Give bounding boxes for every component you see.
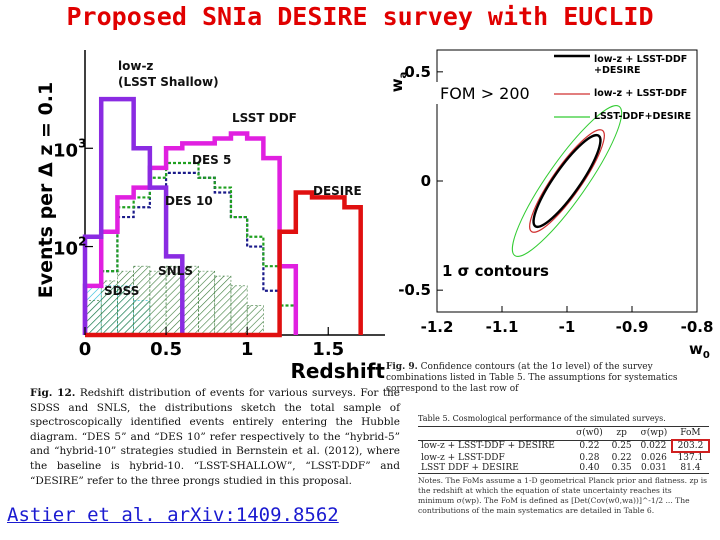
series-annotation: low-z [118,59,153,73]
x-tick-label: -0.8 [681,318,714,336]
bar-snls [230,285,248,336]
y-axis-label: wa [388,72,409,93]
x-tick-label: 0 [79,339,92,360]
table-row: low-z + LSST-DDF + DESIRE 0.22 0.25 0.022 20… [418,439,711,453]
bar-snls [84,300,102,336]
legend-entry: low-z + LSST-DDF [594,54,687,65]
slide-title: Proposed SNIa DESIRE survey with EUCLID [66,2,654,31]
x-tick-label: -0.9 [616,318,649,336]
contour-low-z-lsst-ddf-desire [532,133,602,229]
table-cell: 137.1 [677,453,704,463]
table-header-cell: FoM [671,426,709,441]
series-annotation: LSST DDF [232,111,297,125]
series-annotation: SNLS [158,264,193,278]
y-tick-label: -0.5 [398,281,431,299]
table-notes: Notes. The FoMs assume a 1-D geometrical… [418,476,708,515]
table-cell: 0.25 [611,441,632,452]
fom-label-bg [434,82,546,104]
caption-label: Fig. 12. [30,387,76,399]
figure-12-caption: Fig. 12. Redshift distribution of events… [30,386,400,488]
fig9-label: Fig. 9. [386,362,418,372]
table-cell: LSST DDF + DESIRE [418,463,572,474]
table-cell: 0.031 [635,463,672,474]
x-tick-label: 0.5 [150,339,182,360]
legend-entry: low-z + LSST-DDF [594,88,687,99]
legend-entry: +DESIRE [594,65,641,76]
legend-entry: LSST-DDF+DESIRE [594,111,691,122]
bar-snls [246,305,264,336]
x-tick-label: 1 [241,339,254,360]
table-header-row: σ(w0) zp σ(wp) FoM [418,426,709,441]
contour-annotation: 1 σ contours [442,262,549,280]
contour-lsst-ddf-desire [511,105,623,257]
table-row: low-z + LSST-DDF 0.28 0.22 0.026 137.1 [418,452,709,464]
series-desire [85,190,363,338]
table-cell: 0.28 [579,452,600,463]
series-low-z-lsst-shallow [82,96,185,335]
y-tick-label: 0 [421,172,431,190]
figure-9-caption: Fig. 9. Confidence contours (at the 1σ l… [386,362,711,395]
y-axis-label: Events per Δ z = 0.1 [35,82,57,298]
bar-snls [100,280,118,336]
series-des-5 [83,161,297,335]
bar-snls [214,275,232,336]
series-lsst-ddf [82,131,299,335]
table-cell: low-z + LSST-DDF + DESIRE [421,441,555,452]
fom-table: σ(w0) zp σ(wp) FoM low-z + LSST-DDF + DESIRE… [418,426,711,474]
x-tick-label: -1 [559,318,576,336]
table-cell: 0.40 [571,463,608,474]
series-annotation: DES 5 [192,153,231,167]
table-cell: 81.4 [671,463,709,474]
redshift-histogram-chart: 0 0.5 1 1.5 102 103 Redshift Events per Δ z = 0… [35,50,385,383]
x-axis-label: Redshift [290,359,385,383]
fig9-text: Confidence contours (at the 1σ level) of… [386,362,678,394]
table-header-cell: zp [607,426,636,441]
y-tick-label: 0.5 [404,63,431,81]
bar-snls [133,265,151,336]
series-annotation: DESIRE [313,184,362,198]
table-cell: 0.022 [640,441,667,452]
table-cell: 0.22 [611,452,632,463]
table-header-cell: σ(wp) [635,426,672,441]
reference-citation[interactable]: Astier et al. arXiv:1409.8562 [7,504,339,526]
bar-snls [117,270,134,336]
step-lsst-ddf [82,131,299,335]
contour-low-z-lsst-ddf [529,129,605,233]
table-5: Table 5. Cosmological performance of the… [418,414,711,474]
series-annotation: DES 10 [165,194,213,208]
table-cell: 0.22 [579,441,600,452]
bar-snls [149,270,167,336]
step-des-5 [83,161,297,335]
table-cell: 203.2 [670,439,711,453]
contour-plot-chart: -1.2 -1.1 -1 -0.9 -0.8 0.5 0 -0.5 w0 wa 1 σ contou… [388,49,714,361]
y-tick-label: 103 [53,136,86,161]
table-cell: 0.026 [641,452,667,463]
fom-label: FOM > 200 [440,84,530,103]
table-row: LSST DDF + DESIRE 0.40 0.35 0.031 81.4 [418,463,709,474]
table-cell: 0.35 [607,463,636,474]
series-annotation: SDSS [104,284,139,298]
bar-snls [198,270,216,336]
step-low-z-lsst-shallow [82,96,185,335]
series-annotation: (LSST Shallow) [118,75,219,89]
x-axis-label: w0 [689,340,710,361]
y-tick-label: 102 [53,235,86,260]
x-tick-label: 1.5 [312,339,344,360]
table-title: Table 5. Cosmological performance of the… [418,414,666,423]
caption-text: Redshift distribution of events for vari… [30,387,400,487]
x-tick-label: -1.2 [421,318,454,336]
x-tick-label: -1.1 [486,318,519,336]
table-header-cell: σ(w0) [571,426,608,441]
table-cell: low-z + LSST-DDF [421,452,505,463]
step-desire [85,190,363,338]
table-header-cell [418,426,572,441]
